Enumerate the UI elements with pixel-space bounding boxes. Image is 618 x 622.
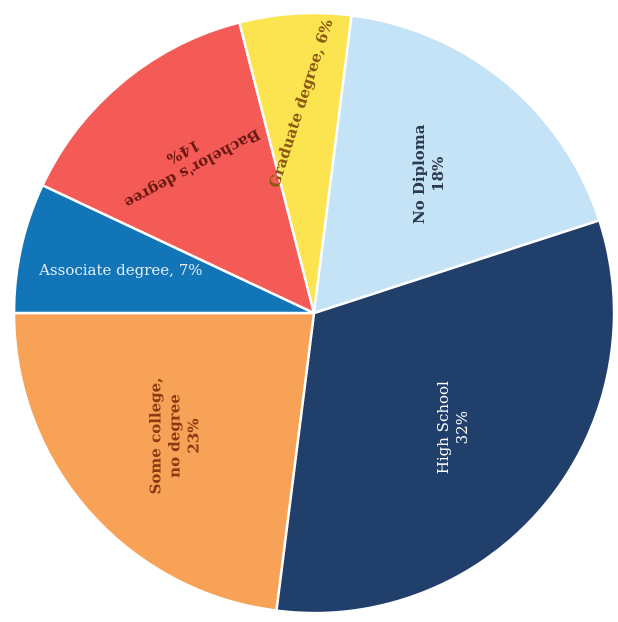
slice-label-high-school: High School32% [434, 381, 471, 474]
pie-slice-bachelor-s-degree [41, 21, 316, 315]
pie-slice-some-college-no-degree [12, 311, 316, 612]
slice-label-line: 18% [429, 157, 447, 192]
slice-label-line: No Diploma [410, 124, 428, 224]
slice-label-line: Associate degree, 7% [38, 261, 202, 279]
pie-slice-no-diploma [312, 14, 601, 315]
slice-label-line: 23% [185, 418, 203, 453]
slice-label-no-diploma: No Diploma18% [410, 124, 447, 224]
slice-label-line: High School [434, 381, 452, 474]
slice-label-line: 32% [453, 411, 471, 444]
pie-slices [12, 11, 616, 615]
slice-label-line: Some college, [147, 378, 165, 495]
slice-label-associate-degree: Associate degree, 7% [38, 261, 202, 279]
slice-label-line: no degree [166, 394, 184, 478]
slice-label-some-college-no-degree: Some college,no degree23% [147, 378, 203, 495]
pie-slice-high-school [275, 219, 616, 615]
pie-slice-associate-degree [12, 184, 316, 315]
